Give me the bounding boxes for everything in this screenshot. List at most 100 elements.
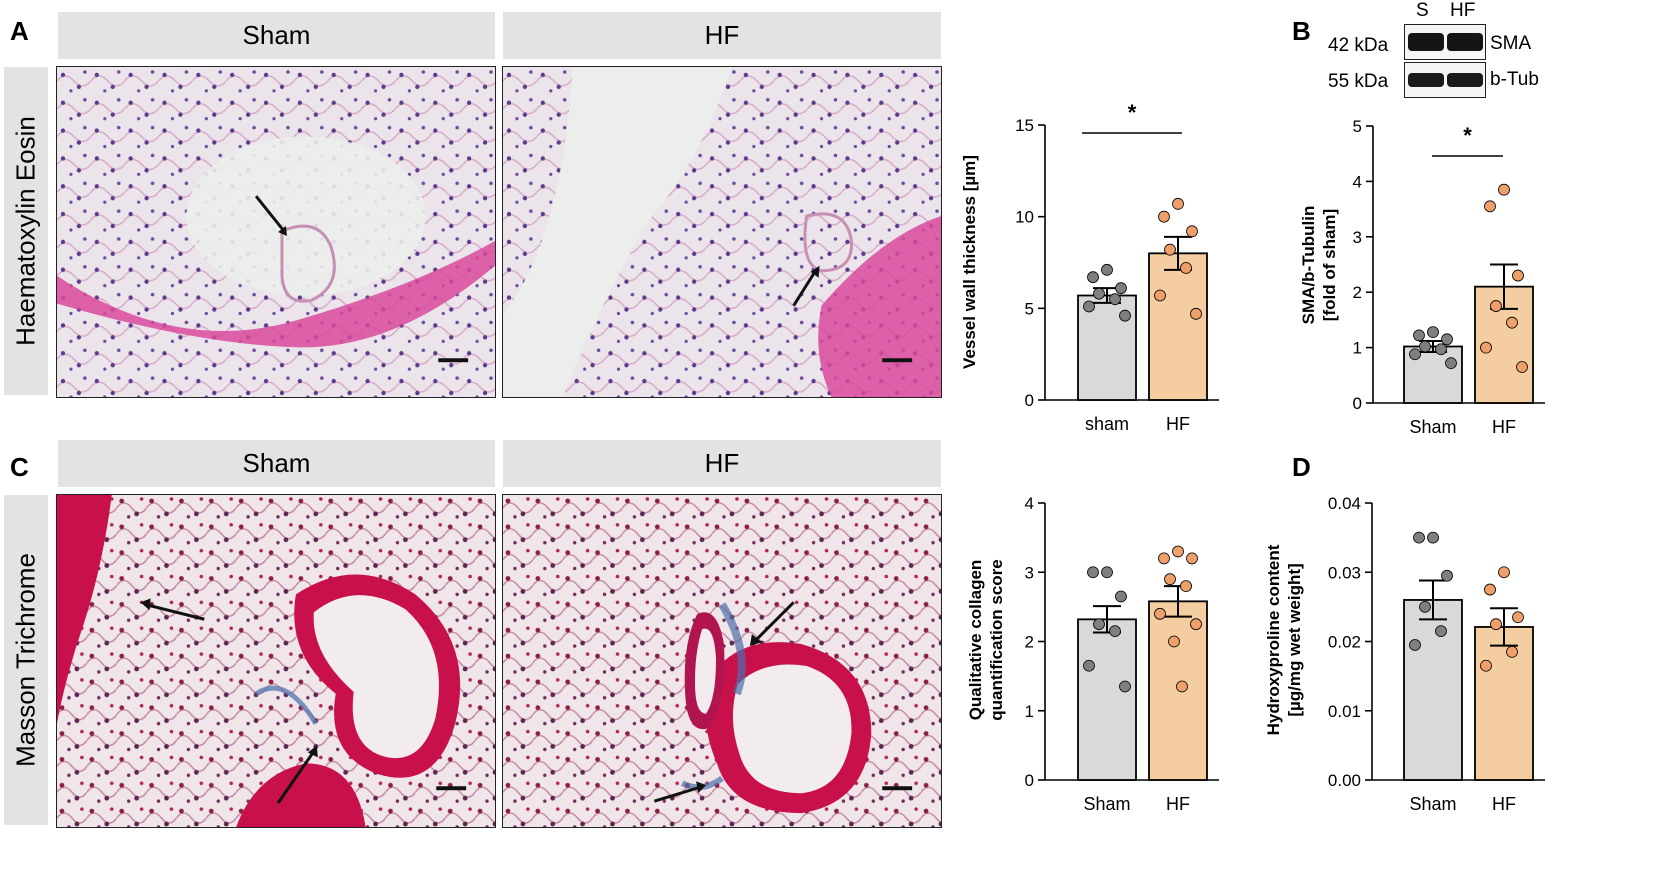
hydroxyproline-point-Sham (1441, 569, 1453, 582)
sma-y-tick-label: 3 (1353, 228, 1362, 247)
sma-bar-HF (1474, 285, 1534, 404)
sma-point-HF (1512, 269, 1524, 282)
row-header-mt: Masson Trichrome (4, 495, 48, 825)
vessel-point-HF (1180, 262, 1192, 274)
collagen-point-Sham (1087, 566, 1099, 579)
row-header-he: Haematoxylin Eosin (4, 67, 48, 395)
panel-letter-c: C (10, 452, 29, 482)
hydroxyproline-y-axis-label: Hydroxyproline content [µg/mg wet weight] (1264, 544, 1304, 735)
vessel-point-HF (1190, 307, 1202, 320)
panel-letter-d: D (1292, 452, 1311, 482)
sma-point-HF (1490, 300, 1502, 312)
collagen-point-HF (1180, 580, 1192, 592)
vessel-point-HF (1172, 197, 1184, 210)
collagen-point-HF (1168, 635, 1180, 648)
western-blot-btub (1404, 62, 1486, 98)
vessel-x-label-HF: HF (1166, 414, 1190, 434)
row-header-he-label: Haematoxylin Eosin (10, 116, 41, 346)
collagen-y-tick-label: 2 (1025, 633, 1034, 652)
vessel-y-axis-label: Vessel wall thickness [µm] (960, 155, 979, 369)
collagen-point-Sham (1083, 659, 1095, 672)
collagen-point-HF (1190, 618, 1202, 631)
protein-label-sma: SMA (1490, 33, 1532, 54)
vessel-point-HF (1164, 243, 1176, 256)
sma-point-HF (1480, 341, 1492, 354)
hydroxyproline-point-HF (1506, 645, 1518, 658)
hydroxyproline-y-tick-label: 0.02 (1328, 633, 1361, 652)
sma-point-HF (1484, 200, 1496, 213)
hydroxyproline-bar-Sham (1403, 599, 1463, 781)
sma-y-axis-label: SMA/b-Tubulin [fold of sham] (1299, 206, 1339, 325)
collagen-point-Sham (1109, 625, 1121, 638)
hydroxyproline-point-HF (1490, 618, 1502, 631)
sma-bar-Sham (1403, 345, 1463, 404)
hydroxyproline-point-Sham (1413, 531, 1425, 544)
collagen-point-Sham (1115, 590, 1127, 603)
hydroxyproline-y-tick-label: 0.03 (1328, 563, 1361, 582)
sma-point-HF (1506, 316, 1518, 329)
vessel-point-HF (1186, 225, 1198, 238)
mt-hf-micrograph (502, 494, 942, 828)
row-header-mt-label: Masson Trichrome (10, 553, 41, 767)
panel-letter-b: B (1292, 16, 1311, 46)
collagen-x-label-Sham: Sham (1083, 794, 1130, 814)
sma-significance-star: * (1463, 123, 1472, 148)
hydroxyproline-point-HF (1498, 566, 1510, 579)
vessel-x-label-sham: sham (1085, 414, 1129, 434)
sma-point-Sham (1409, 348, 1421, 361)
hydroxyproline-point-HF (1484, 583, 1496, 596)
sma-point-HF (1516, 361, 1528, 373)
blot-band-sma-hf (1447, 33, 1483, 51)
vessel-point-sham (1083, 300, 1095, 313)
sma-x-label-HF: HF (1492, 417, 1516, 437)
collagen-y-tick-label: 4 (1025, 494, 1034, 513)
col-header-sham-c: Sham (58, 440, 495, 487)
sma-y-tick-label: 1 (1353, 339, 1362, 358)
mt-sham-micrograph (56, 494, 496, 828)
collagen-bar-Sham (1077, 618, 1137, 781)
he-sham-micrograph (56, 66, 496, 398)
vessel-point-sham (1101, 263, 1113, 276)
hydroxyproline-x-label-Sham: Sham (1409, 794, 1456, 814)
sma-point-Sham (1427, 326, 1439, 338)
sma-point-Sham (1419, 340, 1431, 353)
collagen-bar-HF (1148, 600, 1208, 781)
col-header-sham: Sham (58, 12, 495, 59)
blot-band-btub-hf (1447, 73, 1483, 87)
sma-y-tick-label: 4 (1353, 172, 1362, 191)
hydroxyproline-y-tick-label: 0.01 (1328, 702, 1361, 721)
hydroxyproline-y-tick-label: 0.00 (1328, 771, 1361, 790)
collagen-point-Sham (1119, 680, 1131, 693)
vessel-point-sham (1093, 287, 1105, 300)
blot-band-sma-s (1408, 33, 1444, 51)
sma-point-Sham (1445, 357, 1457, 370)
hydroxyproline-bar-HF (1474, 626, 1534, 781)
vessel-bar-sham (1077, 294, 1137, 401)
collagen-point-HF (1158, 552, 1170, 565)
panel-letter-a: A (10, 16, 29, 46)
sma-point-Sham (1413, 329, 1425, 342)
collagen-point-Sham (1093, 618, 1105, 631)
sma-y-tick-label: 2 (1353, 283, 1362, 302)
sma-point-Sham (1435, 343, 1447, 356)
vessel-point-sham (1109, 293, 1121, 306)
lane-label-s: S (1416, 0, 1429, 21)
collagen-point-HF (1186, 552, 1198, 565)
blot-band-btub-s (1408, 73, 1444, 87)
vessel-point-HF (1154, 289, 1166, 302)
collagen-point-HF (1176, 680, 1188, 693)
sma-point-Sham (1441, 333, 1453, 346)
vessel-point-sham (1087, 271, 1099, 284)
collagen-point-HF (1172, 545, 1184, 558)
collagen-point-HF (1154, 607, 1166, 620)
vessel-point-HF (1158, 210, 1170, 223)
sma-x-label-Sham: Sham (1409, 417, 1456, 437)
collagen-y-tick-label: 3 (1025, 563, 1034, 582)
vessel-y-tick-label: 0 (1025, 391, 1034, 410)
collagen-x-label-HF: HF (1166, 794, 1190, 814)
mw-label-55: 55 kDa (1328, 71, 1389, 92)
collagen-point-Sham (1101, 566, 1113, 579)
hydroxyproline-y-tick-label: 0.04 (1328, 494, 1361, 513)
sma-y-tick-label: 5 (1353, 117, 1362, 136)
vessel-y-tick-label: 5 (1025, 299, 1034, 318)
